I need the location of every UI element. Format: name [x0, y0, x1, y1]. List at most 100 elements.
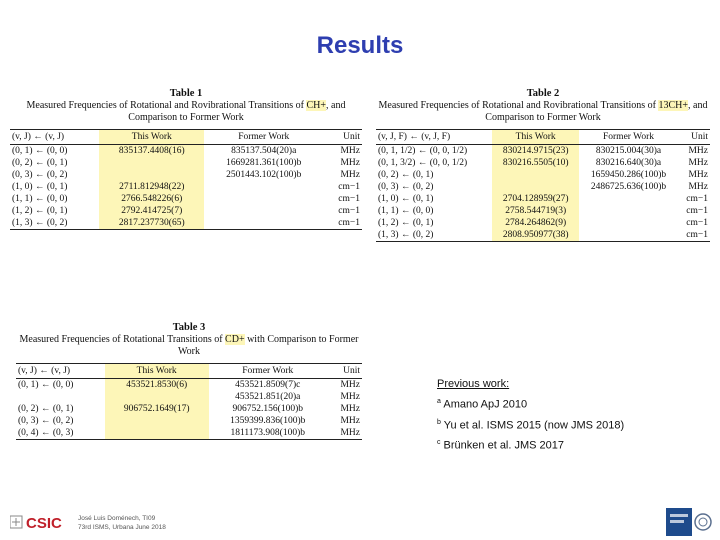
notes-list: a Amano ApJ 2010 b Yu et al. ISMS 2015 (n… [437, 393, 624, 455]
table-cell: 835137.4408(16) [99, 144, 205, 157]
table-row: (1, 2) ← (0, 1) 2784.264862(9) cm−1 [376, 217, 710, 229]
table-cell: MHz [688, 170, 708, 180]
table-row: (0, 2) ← (0, 1) 1669281.361(100)b MHz [10, 157, 362, 169]
footer-credit: José Luis Doménech, TI09 73rd ISMS, Urba… [78, 515, 166, 531]
table-cell: (1, 0) ← (0, 1) [378, 194, 434, 204]
table-row: (0, 2) ← (0, 1) 906752.1649(17) 906752.156… [16, 403, 362, 415]
table-cell: cm−1 [338, 182, 360, 192]
notes-heading: Previous work: [437, 378, 510, 390]
table-cell: 453521.8530(6) [104, 378, 209, 391]
table-cell: MHz [340, 380, 360, 390]
table-cell: 2501443.102(100)b [226, 170, 302, 180]
table-cell: 2758.544719(3) [492, 205, 580, 217]
table-cell [104, 391, 209, 403]
table-3-grid: (v, J) ← (v, J) This Work Former Work Unit … [16, 363, 362, 440]
table-cell: (0, 1, 3/2) ← (0, 0, 1/2) [378, 158, 468, 168]
table-1-grid: (v, J) ← (v, J) This Work Former Work Unit … [10, 129, 362, 230]
table-cell: 830215.004(30)a [595, 146, 662, 156]
table-cell [99, 169, 205, 181]
university-logo [666, 508, 712, 536]
table-cell: MHz [340, 404, 360, 414]
table-cell: (1, 0) ← (0, 1) [12, 182, 68, 192]
table3-header-3: Unit [343, 366, 360, 376]
table-cell: cm−1 [686, 206, 708, 216]
table-2: Table 2 Measured Frequencies of Rotation… [376, 88, 710, 242]
table-cell: MHz [340, 392, 360, 402]
table-cell: 1811173.908(100)b [230, 428, 306, 438]
table-row: (0, 4) ← (0, 3) 1811173.908(100)b MHz [16, 427, 362, 440]
table-cell: cm−1 [686, 194, 708, 204]
table-cell: 2792.414725(7) [99, 205, 205, 217]
table-3-label: Table 3 [172, 322, 206, 333]
table-cell [16, 391, 105, 403]
table-row: (0, 1) ← (0, 0) 453521.8530(6) 453521.8509… [16, 378, 362, 391]
table-2-caption: Table 2 Measured Frequencies of Rotation… [376, 88, 710, 124]
table-row: (0, 3) ← (0, 2) 1359399.836(100)b MHz [16, 415, 362, 427]
table-cell: 2704.128959(27) [492, 193, 580, 205]
table-row: (0, 2) ← (0, 1) 1659450.286(100)b MHz [376, 169, 710, 181]
table-cell: (0, 3) ← (0, 2) [12, 170, 68, 180]
table-cell: cm−1 [338, 206, 360, 216]
table-cell: (1, 2) ← (0, 1) [378, 218, 434, 228]
table-cell [579, 229, 678, 242]
table-row: (1, 3) ← (0, 2) 2808.950977(38) cm−1 [376, 229, 710, 242]
table-3-caption: Table 3 Measured Frequencies of Rotation… [16, 322, 362, 358]
table-cell: (1, 3) ← (0, 2) [378, 230, 434, 240]
table3-header-1: This Work [104, 363, 209, 379]
table-row: (0, 3) ← (0, 2) 2486725.636(100)b MHz [376, 181, 710, 193]
table-row: (0, 1, 3/2) ← (0, 0, 1/2) 830216.5505(10)… [376, 157, 710, 169]
table-cell: cm−1 [686, 230, 708, 240]
table-2-grid: (v, J, F) ← (v, J, F) This Work Former Wor… [376, 129, 710, 242]
table-cell [492, 181, 580, 193]
table1-header-0: (v, J) ← (v, J) [12, 132, 65, 142]
table-cell: 830216.5505(10) [492, 157, 580, 169]
table-row: (0, 1) ← (0, 0) 835137.4408(16) 835137.504… [10, 144, 362, 157]
note-item: b Yu et al. ISMS 2015 (now JMS 2018) [437, 418, 625, 432]
table-cell: (0, 1) ← (0, 0) [12, 146, 68, 156]
table-cell: MHz [340, 428, 360, 438]
note-item: a Amano ApJ 2010 [437, 398, 528, 411]
table-cell: 906752.1649(17) [104, 403, 209, 415]
table-cell: MHz [688, 158, 708, 168]
note-item: c Brünken et al. JMS 2017 [437, 439, 565, 452]
svg-text:CSIC: CSIC [26, 515, 62, 532]
table-row: (0, 1, 1/2) ← (0, 0, 1/2) 830214.9715(23)… [376, 144, 710, 157]
table-cell: MHz [340, 146, 360, 156]
table-cell [104, 427, 209, 440]
table-cell [99, 157, 205, 169]
table-row: (0, 3) ← (0, 2) 2501443.102(100)b MHz [10, 169, 362, 181]
table-cell: (1, 2) ← (0, 1) [12, 206, 68, 216]
table-1-caption: Table 1 Measured Frequencies of Rotation… [10, 88, 362, 124]
table-cell: MHz [340, 416, 360, 426]
table-row: (1, 1) ← (0, 0) 2758.544719(3) cm−1 [376, 205, 710, 217]
table-cell: 1659450.286(100)b [590, 170, 667, 180]
table2-header-0: (v, J, F) ← (v, J, F) [378, 132, 451, 142]
table-cell: 830214.9715(23) [492, 144, 580, 157]
table-cell: cm−1 [686, 218, 708, 228]
table-cell [204, 205, 323, 217]
table-cell: (1, 1) ← (0, 0) [378, 206, 434, 216]
table-cell: (1, 3) ← (0, 2) [12, 218, 68, 228]
table3-header-0: (v, J) ← (v, J) [18, 366, 71, 376]
table2-header-3: Unit [691, 132, 708, 142]
table-cell: 2817.237730(65) [99, 217, 205, 230]
table-row: (1, 1) ← (0, 0) 2766.548226(6) cm−1 [10, 193, 362, 205]
table-cell: 2808.950977(38) [492, 229, 580, 242]
table-row: (1, 3) ← (0, 2) 2817.237730(65) cm−1 [10, 217, 362, 230]
table2-header-2: Former Work [602, 132, 655, 142]
table3-header-2: Former Work [242, 366, 294, 376]
table-cell: 2711.812948(22) [99, 181, 205, 193]
table-cell [579, 193, 678, 205]
table-cell: 2486725.636(100)b [590, 182, 667, 192]
table-3-species: CD+ [225, 334, 245, 345]
table1-header-3: Unit [343, 132, 360, 142]
table-cell: (0, 2) ← (0, 1) [12, 158, 68, 168]
table-cell: MHz [340, 158, 360, 168]
table1-header-2: Former Work [238, 132, 290, 142]
table-row: (1, 0) ← (0, 1) 2711.812948(22) cm−1 [10, 181, 362, 193]
table-cell: (0, 2) ← (0, 1) [378, 170, 434, 180]
previous-work-notes: Previous work: a Amano ApJ 2010 b Yu et a… [437, 376, 624, 455]
table-cell: (0, 1, 1/2) ← (0, 0, 1/2) [378, 146, 468, 156]
table-cell: 906752.156(100)b [232, 404, 303, 414]
table-cell: (0, 2) ← (0, 1) [18, 404, 74, 414]
